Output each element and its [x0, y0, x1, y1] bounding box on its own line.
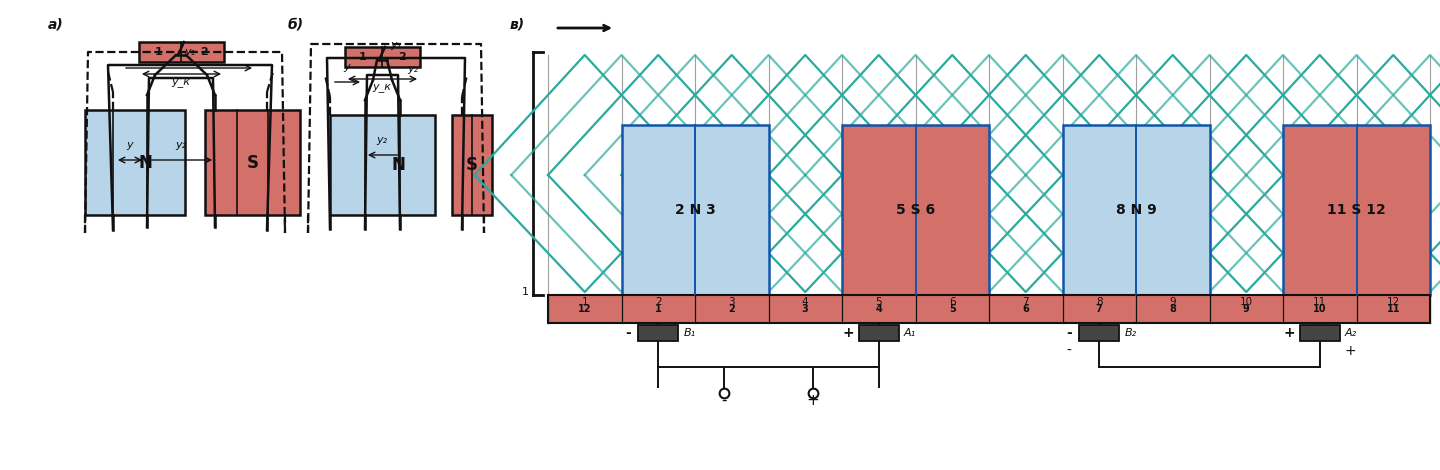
Text: B₂: B₂	[1125, 328, 1136, 338]
Text: 1: 1	[156, 47, 163, 57]
Text: у₂: у₂	[408, 64, 418, 74]
Text: 6: 6	[949, 297, 956, 307]
Text: A₁: A₁	[904, 328, 916, 338]
Bar	[452, 115, 492, 215]
Text: S: S	[467, 156, 478, 174]
Text: 6: 6	[1022, 304, 1030, 314]
Text: 11: 11	[1387, 304, 1400, 314]
Text: 4: 4	[876, 304, 883, 314]
Text: 5: 5	[949, 304, 956, 314]
Text: 12: 12	[577, 304, 592, 314]
Text: 5: 5	[876, 297, 883, 307]
Text: 5 S 6: 5 S 6	[896, 203, 935, 217]
Text: +: +	[1283, 326, 1296, 340]
Text: -: -	[625, 326, 631, 340]
Text: 3: 3	[802, 304, 809, 314]
Bar	[346, 47, 420, 67]
Text: 11 S 12: 11 S 12	[1328, 203, 1385, 217]
Text: 2: 2	[729, 304, 736, 314]
Text: 8 N 9: 8 N 9	[1116, 203, 1156, 217]
Bar	[638, 325, 678, 341]
Text: 2: 2	[200, 47, 207, 57]
Text: 10: 10	[1240, 297, 1253, 307]
Text: 1: 1	[521, 287, 528, 297]
Text: 2 N 3: 2 N 3	[674, 203, 716, 217]
Text: 11: 11	[1313, 297, 1326, 307]
Text: 12: 12	[1387, 297, 1400, 307]
Text: 1: 1	[655, 304, 661, 314]
Bar	[1299, 325, 1341, 341]
Text: у₁: у₁	[390, 40, 402, 50]
Bar	[1283, 125, 1430, 295]
Text: у_к: у_к	[171, 77, 190, 87]
Bar	[842, 125, 989, 295]
Text: 7: 7	[1022, 297, 1030, 307]
Text: A₂: A₂	[1345, 328, 1356, 338]
Text: -: -	[1067, 344, 1071, 358]
Text: 9: 9	[1169, 297, 1176, 307]
Text: N: N	[138, 154, 153, 172]
Text: у₁: у₁	[184, 47, 196, 57]
Bar	[204, 110, 300, 215]
Text: 8: 8	[1096, 297, 1103, 307]
Bar	[140, 42, 225, 62]
Text: -: -	[721, 393, 727, 408]
Text: в): в)	[510, 17, 526, 31]
Text: 2: 2	[397, 52, 406, 62]
Text: S: S	[246, 154, 259, 172]
Text: у₂: у₂	[376, 135, 387, 145]
Text: у_к: у_к	[373, 82, 392, 92]
Text: у: у	[127, 140, 134, 150]
Text: 7: 7	[1096, 304, 1103, 314]
Text: у: у	[344, 62, 350, 72]
Text: у₂: у₂	[176, 140, 187, 150]
Text: B₁: B₁	[684, 328, 696, 338]
Bar	[330, 115, 435, 215]
Text: 8: 8	[1169, 304, 1176, 314]
Text: 9: 9	[1243, 304, 1250, 314]
Text: 10: 10	[1313, 304, 1326, 314]
Text: а): а)	[48, 17, 63, 31]
Bar	[85, 110, 184, 215]
Text: 3: 3	[729, 297, 734, 307]
Bar	[622, 125, 769, 295]
Bar	[549, 295, 1430, 323]
Text: б): б)	[288, 17, 304, 31]
Text: +: +	[1344, 344, 1356, 358]
Bar	[1079, 325, 1119, 341]
Text: 2: 2	[655, 297, 661, 307]
Text: +: +	[806, 393, 819, 408]
Text: 1: 1	[582, 297, 588, 307]
Text: 1: 1	[359, 52, 367, 62]
Bar	[1063, 125, 1210, 295]
Text: -: -	[1066, 326, 1071, 340]
Text: 4: 4	[802, 297, 809, 307]
Text: N: N	[392, 156, 405, 174]
Bar	[858, 325, 899, 341]
Text: +: +	[842, 326, 854, 340]
